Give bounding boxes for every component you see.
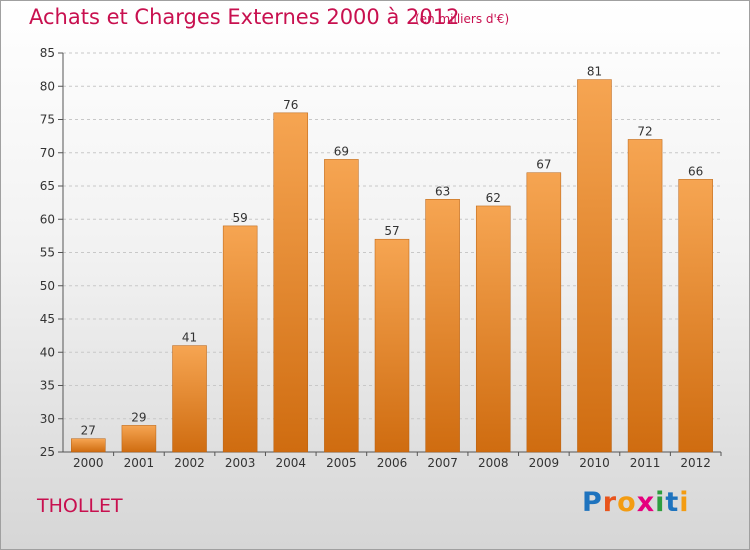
y-tick-label: 85 <box>40 46 55 60</box>
bar-2001 <box>121 425 157 453</box>
data-label-2003: 59 <box>233 211 248 225</box>
bar-2010 <box>577 79 612 453</box>
y-tick-label: 65 <box>40 179 55 193</box>
y-tick-labels: 25 30 35 40 45 50 55 60 65 70 75 80 85 <box>40 46 55 459</box>
logo-letter: P <box>582 487 603 518</box>
y-tick-label: 60 <box>40 212 55 226</box>
data-label-2012: 66 <box>688 164 703 178</box>
x-tick-label-2000: 2000 <box>73 456 104 470</box>
data-label-2008: 62 <box>486 191 501 205</box>
bar-2004 <box>273 112 309 453</box>
x-tick-label-2009: 2009 <box>529 456 560 470</box>
logo-letter: o <box>617 487 637 518</box>
x-tick-label-2011: 2011 <box>630 456 661 470</box>
chart-unit: (en milliers d'€) <box>415 12 510 26</box>
data-label-2000: 27 <box>81 424 96 438</box>
bar-2012 <box>678 179 713 453</box>
bar-2009 <box>526 172 562 453</box>
data-label-2004: 76 <box>283 98 298 112</box>
bar-2007 <box>425 199 460 453</box>
y-tick-label: 75 <box>40 113 55 127</box>
bar-2000 <box>71 438 106 453</box>
bar-2002 <box>172 345 207 453</box>
logo-letter: x <box>636 487 656 518</box>
data-label-2007: 63 <box>435 184 450 198</box>
y-tick-label: 25 <box>40 445 55 459</box>
data-label-2009: 67 <box>536 158 551 172</box>
x-tick-labels: 2000 2001 2002 2003 2004 2005 2006 2007 2008 2009… <box>73 456 711 470</box>
y-tick-label: 45 <box>40 312 55 326</box>
x-tick-label-2002: 2002 <box>174 456 205 470</box>
y-tick-label: 70 <box>40 146 55 160</box>
bar-2011 <box>627 139 663 453</box>
bar-2006 <box>374 238 410 453</box>
data-label-2001: 29 <box>131 410 146 424</box>
data-label-2010: 81 <box>587 65 602 79</box>
commune-name: THOLLET <box>37 495 123 517</box>
y-tick-label: 40 <box>40 345 55 359</box>
logo-letter: t <box>665 487 680 518</box>
proxiti-logo[interactable]: Proxiti <box>582 487 690 518</box>
x-tick-label-2008: 2008 <box>478 456 509 470</box>
x-tick-label-2006: 2006 <box>377 456 408 470</box>
x-tick-label-2001: 2001 <box>124 456 155 470</box>
x-tick-label-2004: 2004 <box>275 456 306 470</box>
x-tick-label-2007: 2007 <box>427 456 458 470</box>
logo-letter: i <box>655 487 666 518</box>
y-tick-label: 55 <box>40 246 55 260</box>
x-tick-label-2005: 2005 <box>326 456 357 470</box>
y-tick-label: 80 <box>40 79 55 93</box>
data-label-2006: 57 <box>384 224 399 238</box>
bar-2005 <box>324 159 359 453</box>
x-tick-label-2003: 2003 <box>225 456 256 470</box>
bar-2003 <box>222 225 258 453</box>
bars <box>71 79 713 453</box>
x-tick-label-2012: 2012 <box>680 456 711 470</box>
chart-title: Achats et Charges Externes 2000 à 2012 <box>29 5 460 29</box>
logo-letter: r <box>602 487 618 518</box>
x-tick-label-2010: 2010 <box>579 456 610 470</box>
data-label-2011: 72 <box>637 124 652 138</box>
y-tick-label: 50 <box>40 279 55 293</box>
data-label-2002: 41 <box>182 331 197 345</box>
bar-2008 <box>475 205 511 453</box>
y-tick-label: 30 <box>40 412 55 426</box>
logo-letter: i <box>679 487 690 518</box>
data-label-2005: 69 <box>334 144 349 158</box>
y-tick-label: 35 <box>40 379 55 393</box>
data-labels: 27 29 41 59 76 69 57 63 62 67 81 72 66 <box>81 65 704 438</box>
